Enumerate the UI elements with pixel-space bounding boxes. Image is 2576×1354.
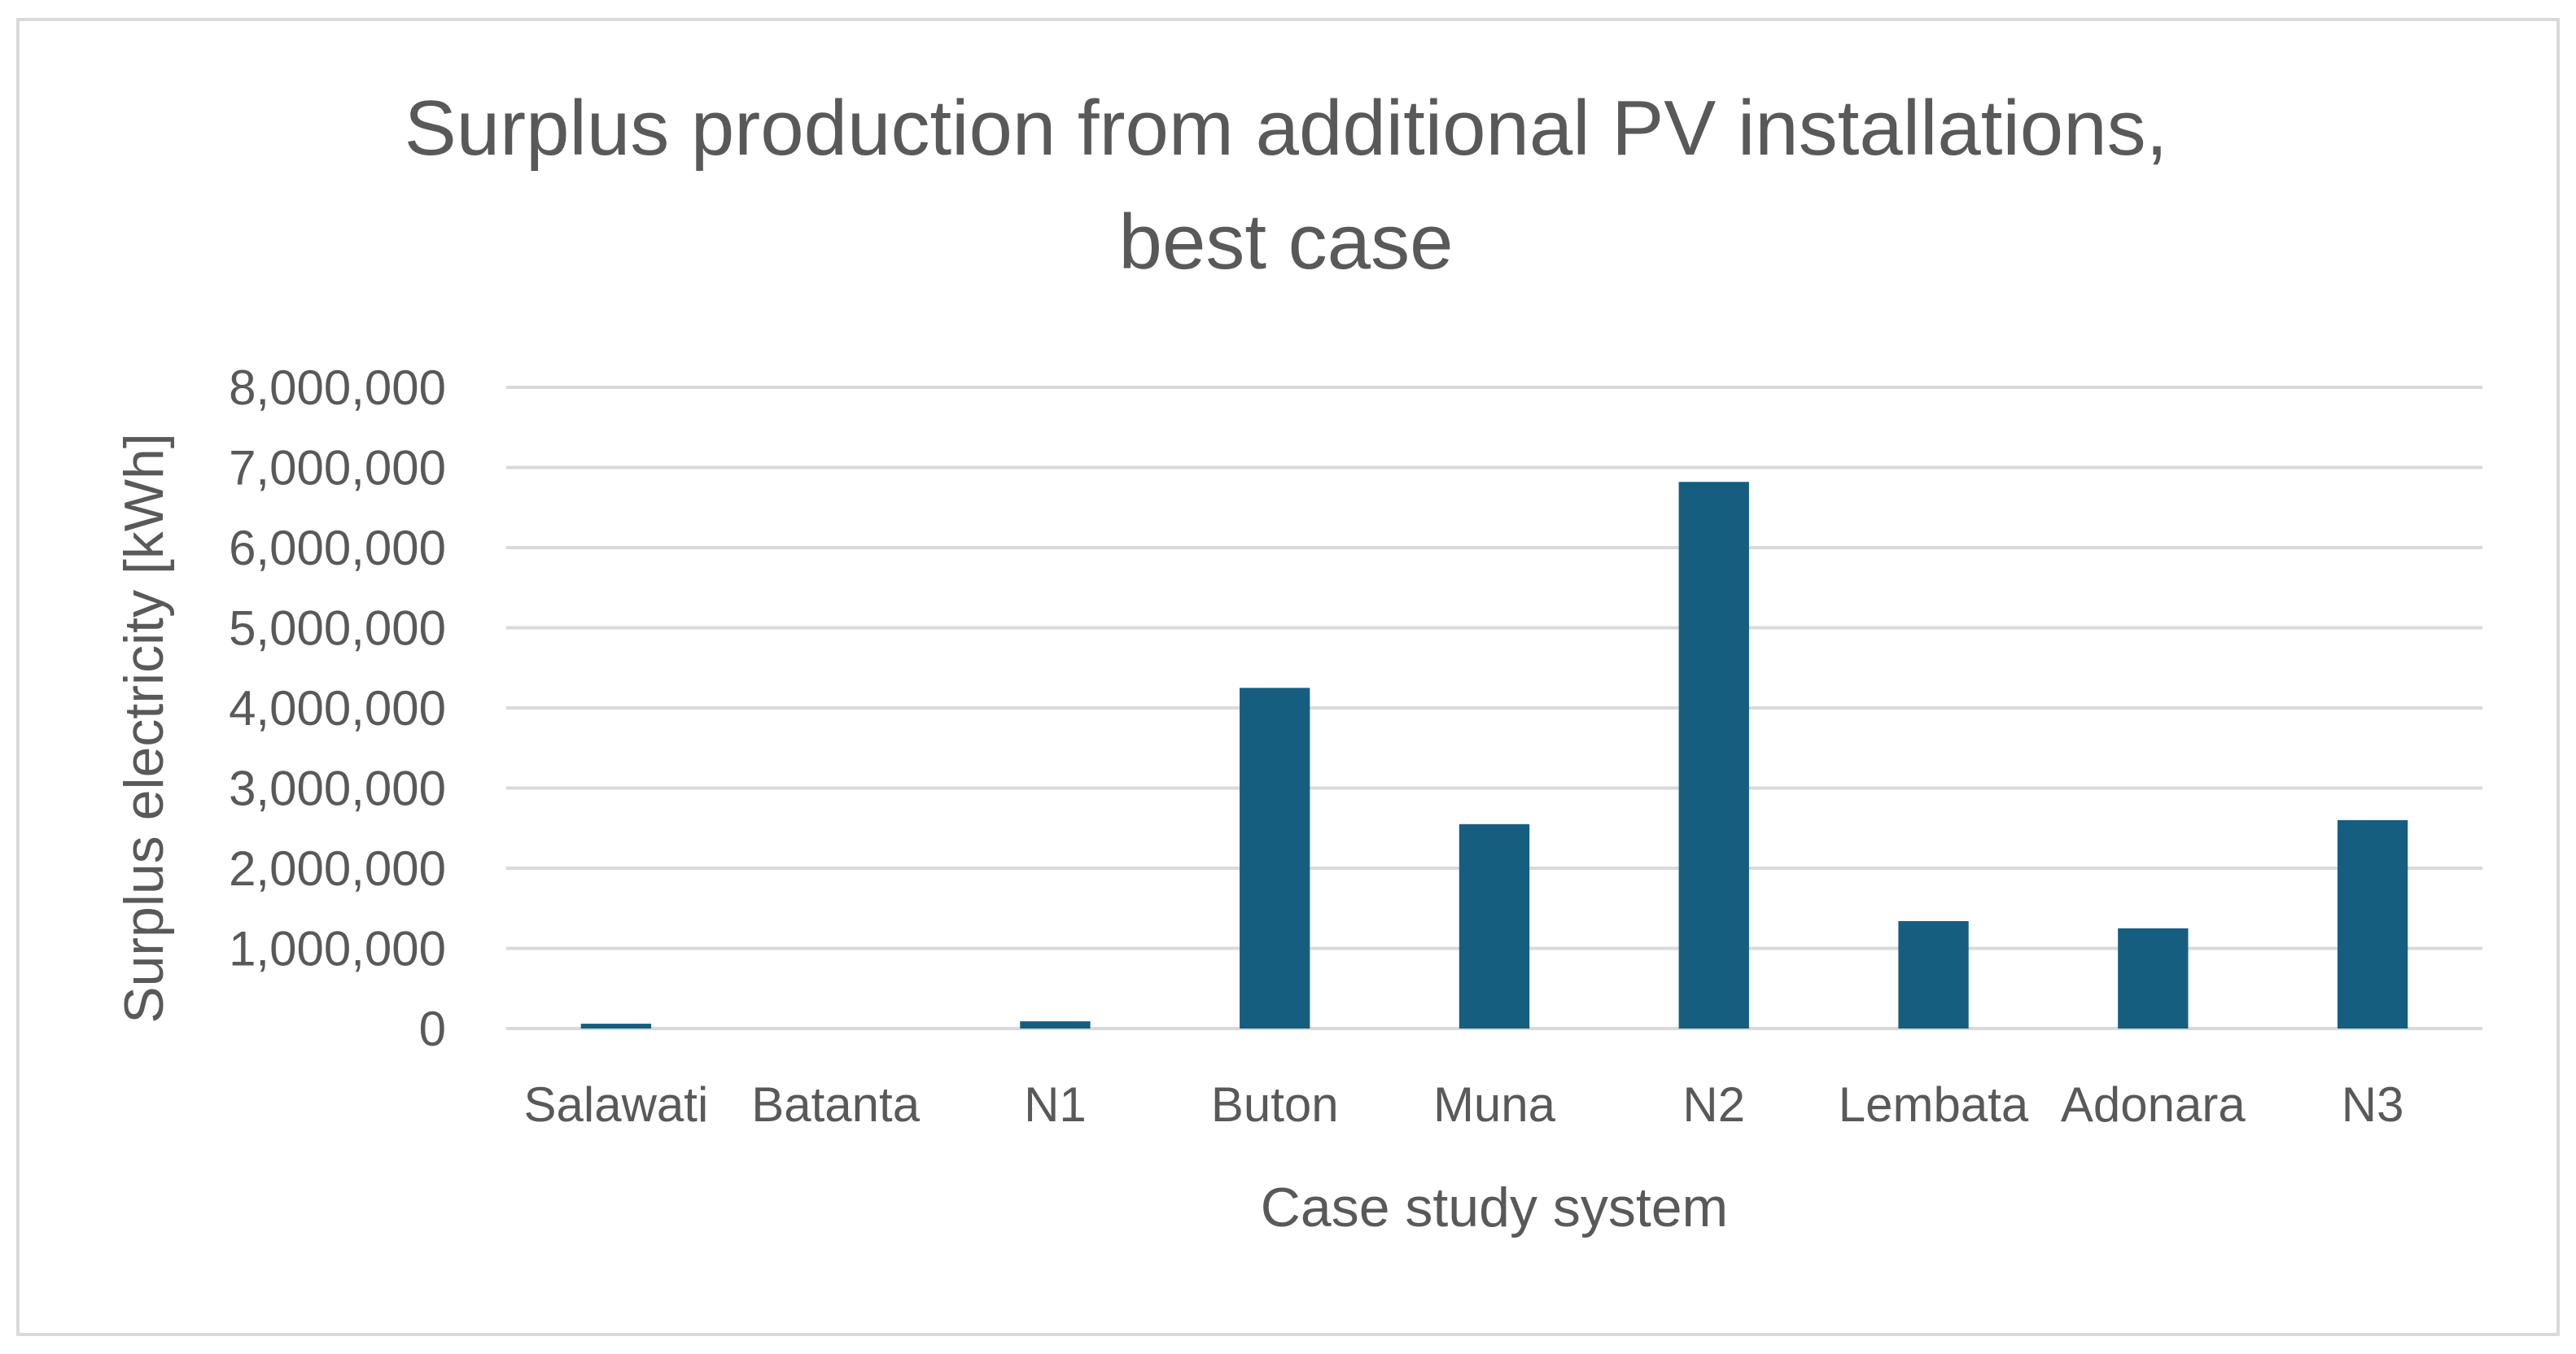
chart-frame xyxy=(16,18,2560,1336)
bar-lembata xyxy=(1898,921,1969,1029)
x-axis-tick-labels: Salawati Batanta N1 Buton Muna N2 Lembata Adona… xyxy=(523,1077,2403,1132)
bar-salawati xyxy=(580,1024,652,1029)
x-tick-label-n1: N1 xyxy=(1024,1077,1087,1132)
x-tick-label-salawati: Salawati xyxy=(523,1077,708,1132)
y-tick-label: 8,000,000 xyxy=(229,360,446,415)
x-axis-title: Case study system xyxy=(1261,1177,1728,1238)
y-axis-tick-labels: 0 1,000,000 2,000,000 3,000,000 4,000,000 5,0… xyxy=(229,360,446,1056)
x-tick-label-buton: Buton xyxy=(1211,1077,1339,1132)
x-tick-label-muna: Muna xyxy=(1433,1077,1556,1132)
bar-buton xyxy=(1240,688,1310,1029)
bar-adonara xyxy=(2118,928,2189,1029)
y-axis-title: Surplus electricity [kWh] xyxy=(113,433,175,1024)
y-tick-label: 7,000,000 xyxy=(229,441,446,496)
y-tick-label: 2,000,000 xyxy=(229,841,446,896)
x-tick-label-batanta: Batanta xyxy=(751,1077,920,1132)
y-tick-label: 3,000,000 xyxy=(229,762,446,816)
x-tick-label-n2: N2 xyxy=(1682,1077,1745,1132)
bar-muna xyxy=(1459,823,1530,1029)
x-tick-label-lembata: Lembata xyxy=(1839,1077,2029,1132)
bar-n3 xyxy=(2337,819,2408,1029)
chart-title-line-1: Surplus production from additional PV in… xyxy=(405,85,2168,172)
y-tick-label: 4,000,000 xyxy=(229,681,446,736)
bar-n1 xyxy=(1020,1021,1091,1029)
bar-n2 xyxy=(1678,482,1749,1029)
y-tick-label: 5,000,000 xyxy=(229,601,446,656)
x-tick-label-adonara: Adonara xyxy=(2061,1077,2246,1132)
y-tick-label: 0 xyxy=(419,1002,446,1056)
bars xyxy=(580,482,2408,1029)
x-tick-label-n3: N3 xyxy=(2342,1077,2404,1132)
y-tick-label: 1,000,000 xyxy=(229,922,446,976)
y-tick-label: 6,000,000 xyxy=(229,521,446,575)
chart-title-line-2: best case xyxy=(1119,199,1454,286)
